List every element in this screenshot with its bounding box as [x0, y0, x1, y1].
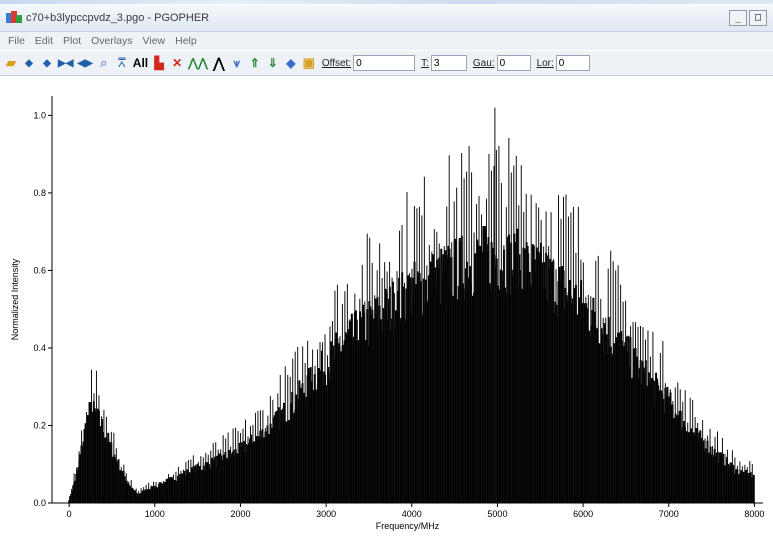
gau-input[interactable]	[496, 55, 531, 71]
y-tick-label: 0.6	[33, 265, 46, 275]
offset-field: Offset:	[321, 55, 416, 71]
left-arrow-icon[interactable]: ◆	[25, 57, 33, 69]
x-tick-label: 5000	[487, 509, 507, 519]
window-title: c70+b3lypccpvdz_3.pgo - PGOPHER	[26, 11, 210, 24]
x-tick-label: 3000	[316, 509, 336, 519]
x-tick-label: 0	[67, 509, 72, 519]
title-bar: c70+b3lypccpvdz_3.pgo - PGOPHER _ □	[0, 4, 773, 32]
x-axis-label: Frequency/MHz	[376, 521, 440, 531]
spectrum-lines	[68, 107, 755, 503]
x-tick-label: 7000	[659, 509, 679, 519]
right-arrow-icon[interactable]: ◆	[43, 57, 51, 69]
menu-overlays[interactable]: Overlays	[91, 35, 133, 47]
x-tick-label: 6000	[573, 509, 593, 519]
minimize-button[interactable]: _	[729, 10, 747, 26]
center-icon[interactable]: ◀▶	[77, 57, 93, 69]
toolbar: ▰ ◆ ◆ ▶◀ ◀▶ ⌕ ⩞ All ▙ ✕ ⋀⋀ ⋀ ⩛ ⇑ ⇓ ◆ ▣ O…	[0, 51, 773, 76]
fit-width-icon[interactable]: ▶◀	[58, 57, 74, 69]
restore-button[interactable]: □	[749, 10, 767, 26]
spectrum-chart[interactable]: 0 1000 2000 3000 4000 5000 6000 7000 8000 0.0 0.2 0…	[0, 76, 773, 547]
y-tick-label: 0.8	[33, 188, 46, 198]
overlay-icon[interactable]: ⋀⋀	[188, 56, 208, 70]
gau-label: Gau:	[472, 57, 495, 69]
y-tick-label: 0.2	[33, 420, 46, 430]
menu-view[interactable]: View	[142, 35, 166, 47]
y-tick-label: 1.0	[33, 110, 46, 120]
gau-field: Gau:	[473, 55, 531, 71]
window-controls: _ □	[729, 10, 767, 26]
menu-help[interactable]: Help	[175, 35, 197, 47]
x-tick-label: 1000	[145, 509, 165, 519]
cross-icon[interactable]: ✕	[172, 56, 183, 70]
up-arrow-icon[interactable]: ⇑	[249, 56, 260, 70]
zoom-icon[interactable]: ⌕	[100, 55, 108, 70]
x-tick-label: 8000	[744, 509, 764, 519]
y-axis-label: Normalized Intensity	[10, 258, 20, 340]
clipboard-icon[interactable]: ▣	[302, 55, 315, 70]
t-field: T:	[421, 55, 467, 71]
axis-ticks: 0 1000 2000 3000 4000 5000 6000 7000 8000 0.0 0.2 0…	[33, 110, 764, 519]
offset-input[interactable]	[353, 55, 416, 71]
x-tick-label: 2000	[230, 509, 250, 519]
spectrum-plot-area[interactable]: 0 1000 2000 3000 4000 5000 6000 7000 8000 0.0 0.2 0…	[0, 76, 773, 547]
t-input[interactable]	[430, 55, 467, 71]
bar-chart-icon[interactable]: ▙	[154, 56, 164, 70]
x-tick-label: 4000	[402, 509, 422, 519]
menu-bar: File Edit Plot Overlays View Help	[0, 32, 773, 50]
peak-icon[interactable]: ⋀	[213, 54, 225, 71]
menu-file[interactable]: File	[8, 35, 25, 47]
y-tick-label: 0.4	[33, 343, 46, 353]
menu-edit[interactable]: Edit	[34, 35, 54, 47]
all-button[interactable]: All	[132, 56, 149, 70]
offset-label: Offset:	[321, 57, 352, 69]
screen-top-strip	[0, 0, 773, 4]
y-tick-label: 0.0	[33, 498, 46, 508]
app-icon	[6, 10, 22, 25]
lor-field: Lor:	[537, 55, 590, 71]
open-folder-icon[interactable]: ▰	[6, 55, 16, 70]
split-peak-icon[interactable]: ⩛	[233, 55, 241, 70]
down-arrow-icon[interactable]: ⇓	[267, 56, 278, 70]
t-label: T:	[421, 57, 429, 69]
diamond-icon[interactable]: ◆	[286, 56, 296, 70]
fit-peaks-icon[interactable]: ⩞	[117, 55, 126, 70]
menu-plot[interactable]: Plot	[63, 35, 82, 47]
lor-input[interactable]	[555, 55, 590, 71]
lor-label: Lor:	[536, 57, 554, 69]
